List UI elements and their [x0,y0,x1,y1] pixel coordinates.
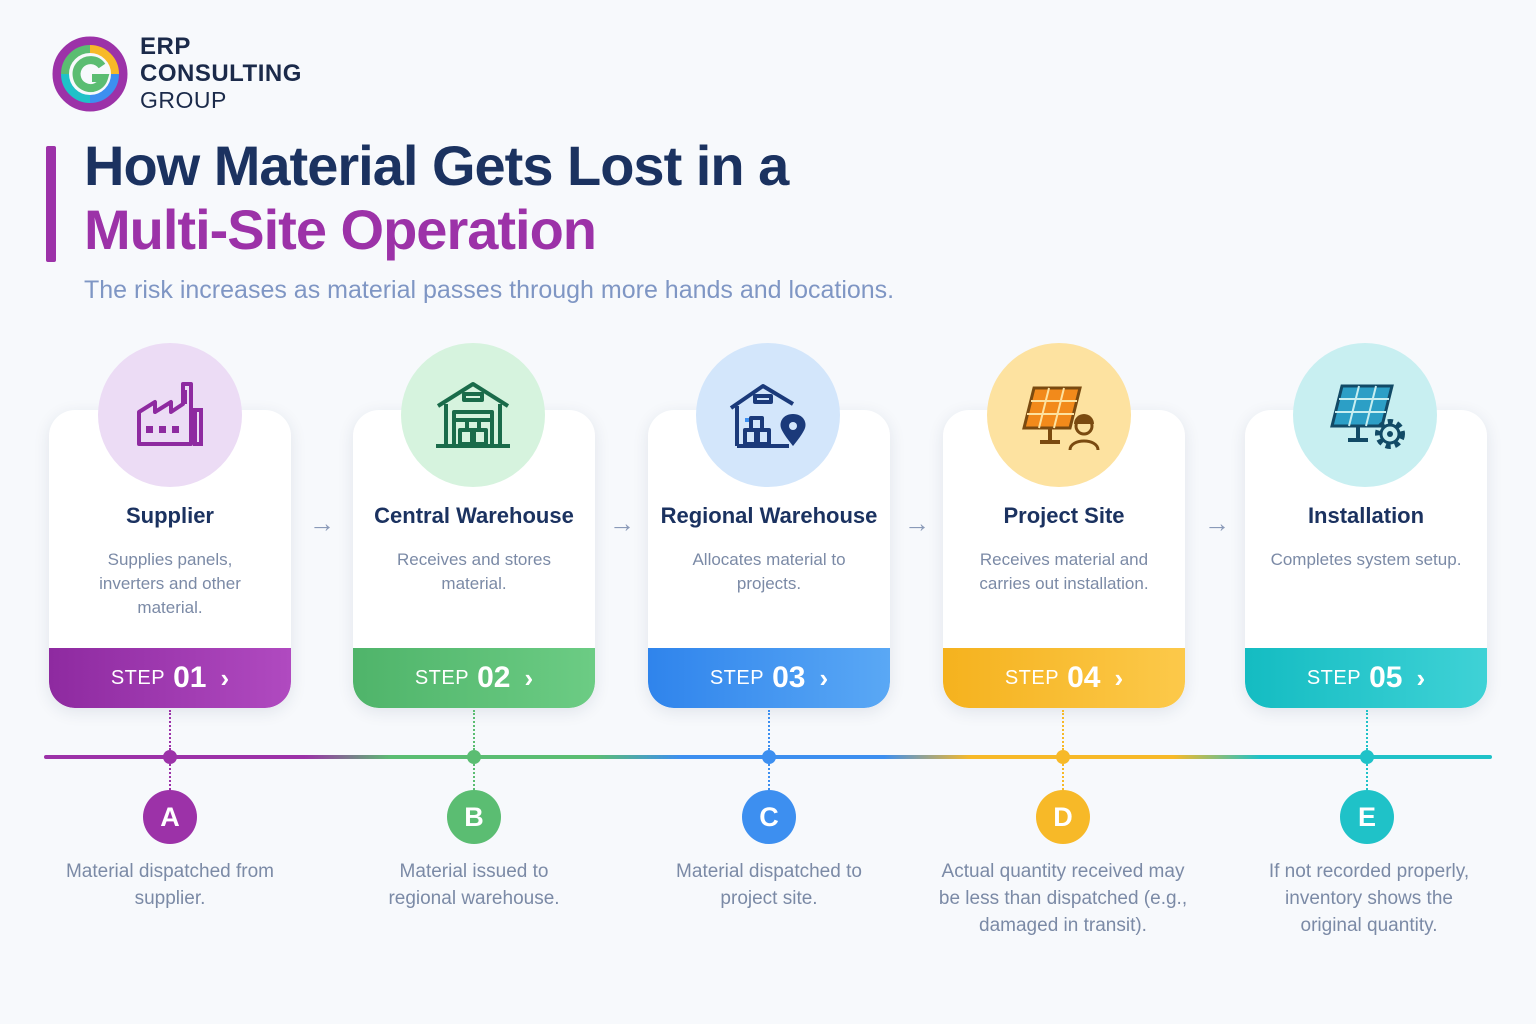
warehouse-icon [436,382,510,448]
arrow-right-icon: → [1204,508,1230,538]
point-description: Material dispatched to project site. [676,861,862,909]
point-description: If not recorded properly, inventory show… [1268,861,1470,936]
chevron-right-icon: › [524,662,534,693]
point-description: Material dispatched from supplier. [65,861,275,909]
connector-line [473,764,475,790]
step-word: STEP [414,666,470,689]
connector-line [1062,764,1064,790]
step-badge-01: STEP 01 › [49,648,291,708]
point-badge-e: E [1340,790,1394,844]
step-word: STEP [1306,666,1362,689]
timeline-dot [163,750,177,764]
chevron-right-icon: › [220,662,230,693]
chevron-right-icon: › [1114,662,1124,693]
step-description: Receives and stores material. [396,550,552,593]
step-description: Allocates material to projects. [692,550,846,593]
step-description: Receives material and carries out instal… [979,550,1149,593]
point-description: Actual quantity received may be less tha… [938,861,1188,936]
solar-panel-gear-icon [1330,384,1405,449]
point-badge-a: A [143,790,197,844]
step-number: 01 [173,661,207,694]
step-title: Central Warehouse [374,503,574,528]
connector-line [473,710,475,750]
project-site-icon-circle [987,343,1131,487]
factory-icon [137,382,203,446]
step-card-supplier: Supplier Supplies panels, inverters and … [49,410,291,708]
step-badge-05: STEP 05 › [1245,648,1487,708]
regional-warehouse-icon-circle [696,343,840,487]
arrow-right-icon: → [609,508,635,538]
connector-line [169,710,171,750]
step-description: Completes system setup. [1270,550,1462,569]
installation-icon-circle [1293,343,1437,487]
point-badge-d: D [1036,790,1090,844]
title-line-2: Multi-Site Operation [84,198,597,261]
step-badge-02: STEP 02 › [353,648,595,708]
logo-line-1: ERP [140,33,191,60]
arrow-right-icon: → [904,508,930,538]
solar-panel-worker-icon [1022,386,1100,451]
connector-line [169,764,171,790]
step-number: 02 [477,661,511,694]
step-title: Project Site [1003,503,1125,528]
step-number: 03 [772,661,806,694]
connector-line [768,764,770,790]
arrow-right-icon: → [309,508,335,538]
point-description: Material issued to regional warehouse. [388,861,560,909]
central-warehouse-icon-circle [401,343,545,487]
company-logo-icon [52,36,128,111]
timeline-dot [1360,750,1374,764]
timeline-dot [762,750,776,764]
connector-line [1366,764,1368,790]
step-word: STEP [110,666,166,689]
step-word: STEP [709,666,765,689]
logo-line-3: GROUP [140,87,227,113]
chevron-right-icon: › [1416,662,1426,693]
step-word: STEP [1004,666,1060,689]
connector-line [1062,710,1064,750]
step-number: 04 [1067,661,1101,694]
step-badge-04: STEP 04 › [943,648,1185,708]
timeline-dot [1056,750,1070,764]
title-line-1: How Material Gets Lost in a [84,134,789,197]
step-description: Supplies panels, inverters and other mat… [99,550,241,617]
chevron-right-icon: › [819,662,829,693]
timeline-dot [467,750,481,764]
step-title: Supplier [125,503,214,528]
warehouse-location-icon [729,384,806,448]
supplier-icon-circle [98,343,242,487]
point-badge-b: B [447,790,501,844]
connector-line [1366,710,1368,750]
connector-line [768,710,770,750]
step-badge-03: STEP 03 › [648,648,890,708]
company-logo: ERP CONSULTING GROUP [50,33,302,114]
page-title: How Material Gets Lost in a Multi-Site O… [84,134,789,262]
title-accent-bar [46,146,56,262]
step-title: Regional Warehouse [660,503,878,528]
page-subtitle: The risk increases as material passes th… [84,276,895,304]
logo-line-2: CONSULTING [140,60,302,87]
step-number: 05 [1369,661,1403,694]
step-title: Installation [1307,503,1425,528]
point-badge-c: C [742,790,796,844]
